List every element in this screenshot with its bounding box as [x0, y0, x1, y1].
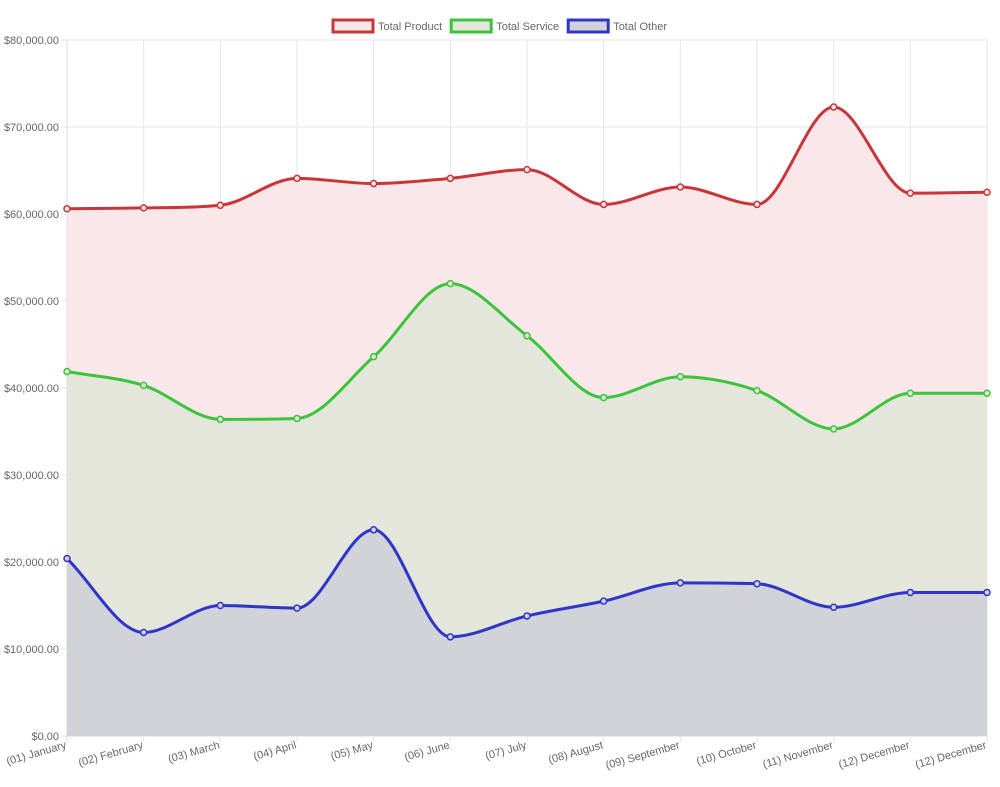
- data-point[interactable]: [906, 389, 915, 397]
- y-tick-label: $0.00: [31, 731, 59, 743]
- data-point[interactable]: [753, 386, 761, 395]
- y-tick-label: $70,000.00: [4, 122, 59, 134]
- legend-label: Total Product: [378, 21, 442, 33]
- y-tick-label: $10,000.00: [4, 644, 59, 656]
- data-point[interactable]: [446, 174, 455, 183]
- series-areas: [67, 106, 987, 737]
- data-point[interactable]: [293, 414, 301, 423]
- x-tick-label: (07) July: [484, 739, 528, 762]
- data-point[interactable]: [216, 601, 225, 610]
- data-point[interactable]: [369, 352, 378, 361]
- y-tick-label: $60,000.00: [4, 209, 59, 221]
- data-point[interactable]: [523, 165, 531, 174]
- x-tick-label: (08) August: [547, 739, 604, 766]
- data-point[interactable]: [676, 579, 685, 587]
- data-point[interactable]: [829, 603, 838, 611]
- x-tick-label: (01) January: [5, 739, 68, 768]
- data-point[interactable]: [983, 188, 991, 196]
- data-point[interactable]: [369, 179, 378, 188]
- legend-item-2[interactable]: Total Other: [566, 18, 667, 34]
- x-tick-label: (11) November: [761, 739, 834, 771]
- data-point[interactable]: [983, 389, 991, 397]
- x-tick-label: (12) December: [914, 739, 988, 771]
- series-area-2: [67, 529, 987, 736]
- legend[interactable]: Total Product Total Service Total Other: [331, 18, 667, 34]
- data-point[interactable]: [983, 588, 991, 597]
- y-tick-label: $20,000.00: [4, 557, 59, 569]
- x-tick-label: (10) October: [695, 739, 758, 768]
- data-point[interactable]: [63, 205, 71, 213]
- data-point[interactable]: [216, 201, 225, 210]
- legend-swatch: [331, 18, 375, 34]
- data-point[interactable]: [906, 189, 915, 197]
- legend-label: Total Service: [496, 21, 559, 33]
- data-point[interactable]: [829, 103, 838, 111]
- legend-label: Total Other: [613, 21, 667, 33]
- legend-swatch: [566, 18, 610, 34]
- x-tick-label: (09) September: [604, 739, 681, 772]
- data-point[interactable]: [676, 372, 685, 381]
- x-axis: (01) January (02) February (03) March (04) …: [5, 739, 988, 772]
- y-axis: $0.00 $10,000.00 $20,000.00 $30,000.00 $40,0…: [4, 35, 59, 743]
- data-point[interactable]: [139, 628, 148, 637]
- data-point[interactable]: [523, 332, 531, 340]
- x-tick-label: (06) June: [403, 739, 451, 763]
- data-point[interactable]: [293, 604, 301, 612]
- data-point[interactable]: [753, 580, 761, 588]
- x-tick-label: (12) December: [837, 739, 911, 771]
- data-point[interactable]: [599, 393, 608, 402]
- data-point[interactable]: [523, 612, 531, 620]
- legend-item-0[interactable]: Total Product: [331, 18, 442, 34]
- y-tick-label: $80,000.00: [4, 35, 59, 47]
- x-tick-label: (02) February: [77, 739, 145, 769]
- data-point[interactable]: [446, 633, 455, 641]
- x-tick-label: (04) April: [252, 739, 298, 763]
- data-point[interactable]: [139, 204, 148, 212]
- data-point[interactable]: [63, 367, 71, 376]
- y-tick-label: $40,000.00: [4, 383, 59, 395]
- data-point[interactable]: [829, 425, 838, 433]
- data-point[interactable]: [676, 183, 685, 191]
- y-tick-label: $50,000.00: [4, 296, 59, 308]
- data-point[interactable]: [753, 200, 761, 209]
- data-point[interactable]: [216, 415, 225, 424]
- data-point[interactable]: [63, 554, 71, 563]
- data-point[interactable]: [599, 200, 608, 209]
- data-point[interactable]: [139, 381, 148, 390]
- series-points: [63, 103, 991, 641]
- legend-item-1[interactable]: Total Service: [449, 18, 559, 34]
- data-point[interactable]: [599, 597, 608, 605]
- data-point[interactable]: [293, 174, 301, 183]
- data-point[interactable]: [369, 526, 378, 534]
- legend-swatch: [449, 18, 493, 34]
- data-point[interactable]: [446, 279, 455, 288]
- x-tick-label: (05) May: [329, 739, 375, 763]
- y-tick-label: $30,000.00: [4, 470, 59, 482]
- data-point[interactable]: [906, 588, 915, 597]
- x-tick-label: (03) March: [167, 739, 221, 765]
